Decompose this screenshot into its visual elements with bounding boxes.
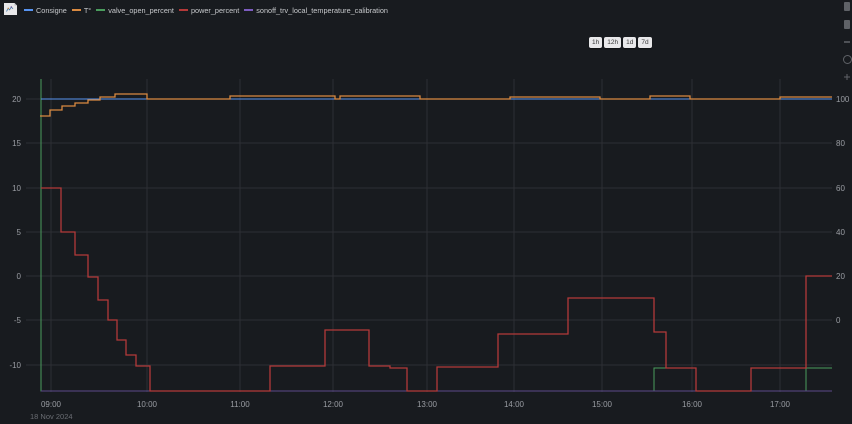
svg-text:-5: -5 — [14, 316, 22, 325]
svg-text:18 Nov 2024: 18 Nov 2024 — [30, 412, 73, 421]
svg-text:15: 15 — [12, 139, 21, 148]
svg-text:0: 0 — [836, 316, 841, 325]
svg-text:60: 60 — [836, 184, 845, 193]
svg-text:100: 100 — [836, 95, 850, 104]
svg-text:10: 10 — [12, 184, 21, 193]
svg-text:12:00: 12:00 — [323, 400, 344, 409]
svg-text:20: 20 — [12, 95, 21, 104]
svg-text:10:00: 10:00 — [137, 400, 158, 409]
svg-text:40: 40 — [836, 228, 845, 237]
svg-text:13:00: 13:00 — [417, 400, 438, 409]
svg-text:09:00: 09:00 — [41, 400, 62, 409]
svg-text:20: 20 — [836, 272, 845, 281]
svg-text:16:00: 16:00 — [682, 400, 703, 409]
svg-text:17:00: 17:00 — [770, 400, 791, 409]
svg-text:11:00: 11:00 — [230, 400, 250, 409]
svg-text:15:00: 15:00 — [592, 400, 613, 409]
svg-text:14:00: 14:00 — [504, 400, 525, 409]
svg-text:80: 80 — [836, 139, 845, 148]
svg-text:0: 0 — [17, 272, 22, 281]
svg-text:-10: -10 — [9, 361, 21, 370]
svg-text:5: 5 — [17, 228, 22, 237]
